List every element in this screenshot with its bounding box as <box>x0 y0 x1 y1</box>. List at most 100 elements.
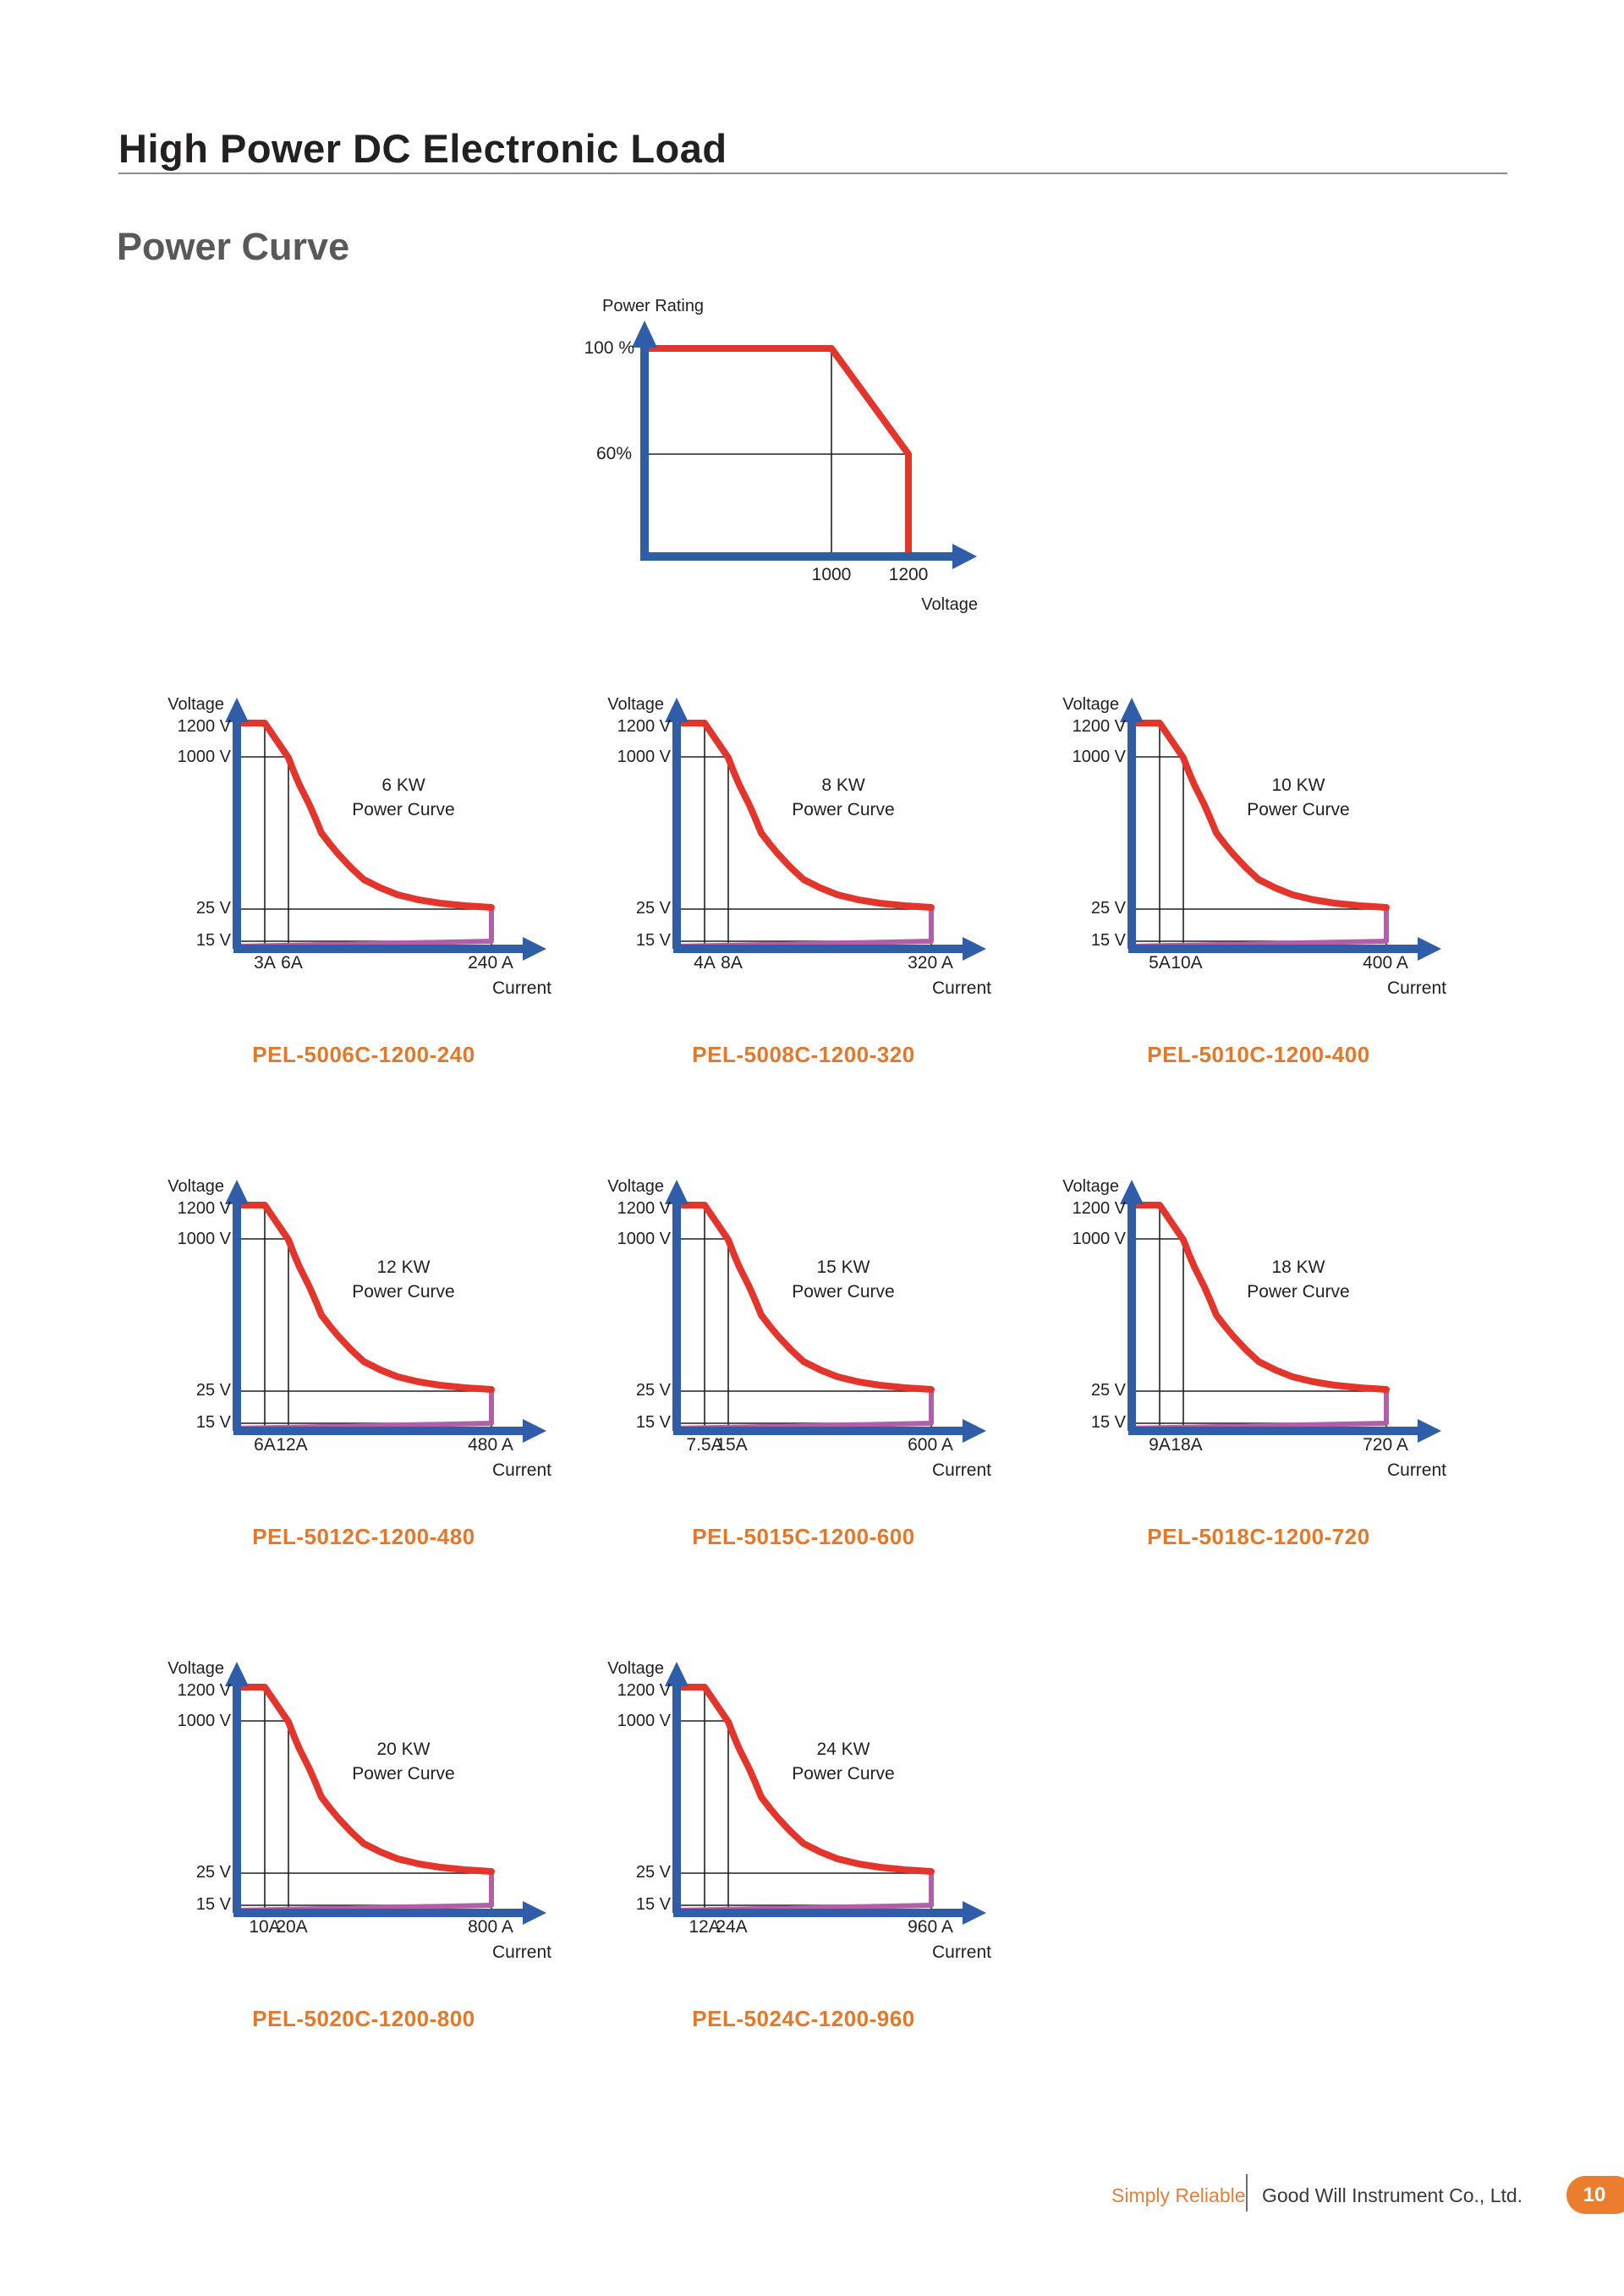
x-axis-arrow-icon <box>1418 1419 1441 1443</box>
y-axis-title: Voltage <box>1062 1177 1119 1196</box>
constant-power-curve <box>1128 720 1390 911</box>
section-heading: Power Curve <box>117 225 350 268</box>
model-number: PEL-5012C-1200-480 <box>252 1524 475 1549</box>
power-curve-chart-6kw: Voltage 1200 V 1000 V 25 V 15 V 3A 6A 24… <box>152 695 558 1076</box>
y-tick-15v: 15 V <box>195 931 231 950</box>
x-tick-max-current: 240 A <box>468 953 513 973</box>
x-tick-max-current: 720 A <box>1363 1435 1408 1455</box>
curve-caption: 20 KW Power Curve <box>352 1737 454 1786</box>
model-number: PEL-5024C-1200-960 <box>692 2006 915 2031</box>
power-curve-chart-8kw: Voltage 1200 V 1000 V 25 V 15 V 4A 8A 32… <box>592 695 998 1076</box>
x-axis-title: Current <box>491 1943 551 1962</box>
y-tick-15v: 15 V <box>635 931 671 950</box>
y-axis-title: Voltage <box>1062 695 1119 714</box>
curve-caption: 6 KW Power Curve <box>352 773 454 822</box>
x-axis-title: Current <box>931 1943 991 1962</box>
y-tick-1200v: 1200 V <box>177 717 231 736</box>
x-tick-knee-current: 20A <box>276 1917 308 1937</box>
y-axis-arrow-icon <box>665 698 689 722</box>
x-tick-knee-current: 12A <box>276 1435 308 1455</box>
y-tick-25v: 25 V <box>195 899 231 918</box>
power-rating-label: 10 KW <box>1271 775 1325 795</box>
constant-power-curve <box>673 1202 935 1393</box>
power-rating-label: 24 KW <box>816 1740 870 1759</box>
y-tick-15v: 15 V <box>1090 1413 1126 1432</box>
power-curve-plot <box>1120 698 1441 961</box>
footer-company-name: Good Will Instrument Co., Ltd. <box>1262 2184 1523 2206</box>
y-tick-1200v: 1200 V <box>1072 717 1126 736</box>
title-underline <box>118 173 1507 174</box>
y-tick-1000v: 1000 V <box>1072 748 1126 766</box>
x-tick-knee-current: 18A <box>1171 1435 1203 1455</box>
curve-subtitle: Power Curve <box>352 1764 455 1784</box>
y-tick-25v: 25 V <box>635 1381 671 1400</box>
curve-caption: 15 KW Power Curve <box>792 1255 894 1304</box>
y-tick-25v: 25 V <box>635 1863 671 1882</box>
power-curve-chart-18kw: Voltage 1200 V 1000 V 25 V 15 V 9A 18A 7… <box>1047 1177 1453 1558</box>
model-number: PEL-5010C-1200-400 <box>1147 1042 1370 1067</box>
x-axis-title: Voltage <box>921 595 978 614</box>
y-axis-arrow-icon <box>225 1662 249 1686</box>
x-axis-title: Current <box>931 1460 991 1480</box>
reference-lines <box>237 723 492 953</box>
power-curve-plot <box>225 1180 546 1443</box>
reference-lines <box>237 1205 492 1435</box>
x-tick-half-current: 4A <box>694 953 716 973</box>
constant-power-curve <box>233 720 495 911</box>
y-tick-1000v: 1000 V <box>177 1230 231 1248</box>
curve-subtitle: Power Curve <box>352 800 455 819</box>
power-curve-chart-12kw: Voltage 1200 V 1000 V 25 V 15 V 6A 12A 4… <box>152 1177 558 1558</box>
y-tick-1000v: 1000 V <box>177 1712 231 1730</box>
power-curve-plot <box>225 1662 546 1925</box>
power-rating-derating-chart: Power Rating 100 % 60% 1000 1200 Voltage <box>550 292 990 630</box>
model-number: PEL-5020C-1200-800 <box>252 2006 475 2031</box>
x-tick-half-current: 12A <box>689 1917 721 1937</box>
curve-subtitle: Power Curve <box>792 1282 895 1301</box>
power-curve-plot <box>665 698 986 961</box>
y-tick-1000v: 1000 V <box>1072 1230 1126 1248</box>
footer-divider <box>1246 2174 1248 2211</box>
y-axis-arrow-icon <box>225 698 249 722</box>
y-axis-title: Power Rating <box>602 297 705 315</box>
y-axis-arrow-icon <box>1120 698 1144 722</box>
y-tick-1200v: 1200 V <box>617 1199 671 1218</box>
y-axis-arrow-icon <box>1120 1180 1144 1204</box>
y-axis-arrow-icon <box>225 1180 249 1204</box>
y-tick-1200v: 1200 V <box>1072 1199 1126 1218</box>
reference-lines <box>237 1687 492 1917</box>
y-axis-title: Voltage <box>607 1177 664 1196</box>
power-rating-label: 12 KW <box>376 1258 431 1277</box>
curve-caption: 8 KW Power Curve <box>792 773 894 822</box>
power-curve-chart-20kw: Voltage 1200 V 1000 V 25 V 15 V 10A 20A … <box>152 1659 558 2040</box>
x-axis-arrow-icon <box>963 937 986 961</box>
y-tick-25v: 25 V <box>195 1863 231 1882</box>
x-tick-half-current: 5A <box>1149 953 1171 973</box>
x-tick-knee-current: 15A <box>716 1435 748 1455</box>
y-tick-1000v: 1000 V <box>617 1230 671 1248</box>
x-axis-title: Current <box>1386 978 1446 998</box>
x-tick-max-current: 400 A <box>1363 953 1408 973</box>
reference-lines <box>1132 723 1387 953</box>
reference-lines <box>677 723 932 953</box>
curve-subtitle: Power Curve <box>1247 800 1350 819</box>
y-tick-15v: 15 V <box>195 1895 231 1914</box>
y-tick-1000v: 1000 V <box>617 748 671 766</box>
y-axis-title: Voltage <box>167 695 224 714</box>
page-number-badge: 10 <box>1566 2176 1624 2214</box>
constant-power-curve <box>1128 1202 1390 1393</box>
x-tick-max-current: 800 A <box>468 1917 513 1937</box>
y-axis-title: Voltage <box>607 1659 664 1678</box>
x-axis-arrow-icon <box>963 1419 986 1443</box>
y-tick-1000v: 1000 V <box>177 748 231 766</box>
curve-subtitle: Power Curve <box>1247 1282 1350 1301</box>
reference-lines <box>1132 1205 1387 1435</box>
power-curve-chart-15kw: Voltage 1200 V 1000 V 25 V 15 V 7.5A 15A… <box>592 1177 998 1558</box>
y-axis-arrow-icon <box>632 321 657 348</box>
derating-curve <box>641 345 912 556</box>
y-tick-1200v: 1200 V <box>617 1681 671 1700</box>
x-tick-half-current: 3A <box>254 953 276 973</box>
x-axis-title: Current <box>931 978 991 998</box>
curve-caption: 18 KW Power Curve <box>1247 1255 1349 1304</box>
y-tick-25v: 25 V <box>195 1381 231 1400</box>
constant-power-curve <box>673 1684 935 1875</box>
